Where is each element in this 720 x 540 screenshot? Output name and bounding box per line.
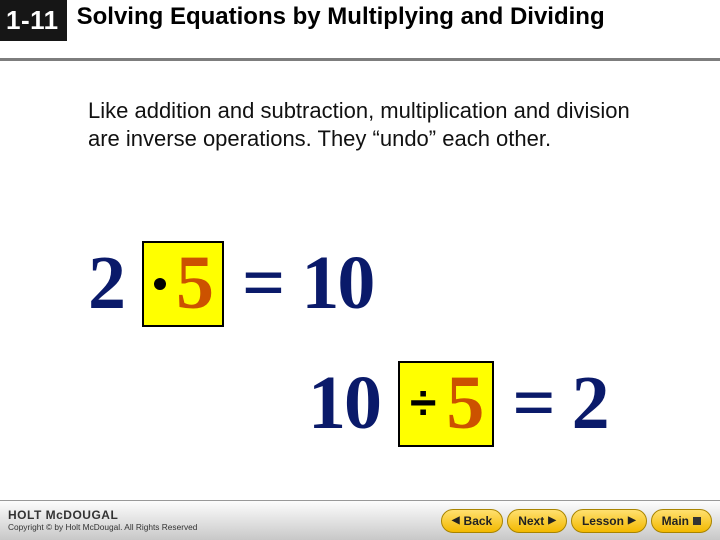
slide-title: Solving Equations by Multiplying and Div… bbox=[67, 0, 720, 34]
next-label: Next bbox=[518, 514, 544, 528]
section-number: 1-11 bbox=[0, 0, 67, 41]
footer-bar: HOLT McDOUGAL Copyright © by Holt McDoug… bbox=[0, 500, 720, 540]
equation-2: 10 ÷ 5 = 2 bbox=[308, 360, 608, 447]
brand-logo-text: HOLT McDOUGAL bbox=[8, 508, 197, 522]
back-button[interactable]: ◀ Back bbox=[441, 509, 503, 533]
divide-icon: ÷ bbox=[410, 376, 436, 431]
body-text: Like addition and subtraction, multiplic… bbox=[0, 61, 720, 152]
footer-left: HOLT McDOUGAL Copyright © by Holt McDoug… bbox=[8, 508, 197, 533]
lesson-button[interactable]: Lesson ▶ bbox=[571, 509, 647, 533]
eq2-rhs: 2 bbox=[572, 360, 608, 447]
paragraph: Like addition and subtraction, multiplic… bbox=[88, 97, 650, 152]
eq2-equals: = bbox=[512, 360, 553, 447]
multiply-dot-icon bbox=[154, 278, 166, 290]
equations-region: 2 5 = 10 10 ÷ 5 = 2 bbox=[88, 240, 373, 327]
eq2-highlight-box: ÷ 5 bbox=[398, 361, 494, 447]
lesson-arrow-icon: ▶ bbox=[628, 515, 636, 526]
slide-root: 1-11 Solving Equations by Multiplying an… bbox=[0, 0, 720, 540]
next-arrow-icon: ▶ bbox=[548, 515, 556, 526]
footer-nav: ◀ Back Next ▶ Lesson ▶ Main bbox=[441, 509, 712, 533]
back-arrow-icon: ◀ bbox=[452, 515, 460, 526]
eq2-lhs-a: 10 bbox=[308, 360, 380, 447]
slide-header: 1-11 Solving Equations by Multiplying an… bbox=[0, 0, 720, 58]
main-button[interactable]: Main bbox=[651, 509, 712, 533]
eq2-lhs-b: 5 bbox=[446, 360, 482, 447]
brand-block: HOLT McDOUGAL Copyright © by Holt McDoug… bbox=[8, 508, 197, 533]
copyright-text: Copyright © by Holt McDougal. All Rights… bbox=[8, 522, 197, 532]
equation-1: 2 5 = 10 bbox=[88, 240, 373, 327]
next-button[interactable]: Next ▶ bbox=[507, 509, 567, 533]
main-label: Main bbox=[662, 514, 689, 528]
lesson-label: Lesson bbox=[582, 514, 624, 528]
eq1-lhs-a: 2 bbox=[88, 240, 124, 327]
eq1-rhs: 10 bbox=[301, 240, 373, 327]
main-stop-icon bbox=[693, 517, 701, 525]
back-label: Back bbox=[464, 514, 493, 528]
eq1-highlight-box: 5 bbox=[142, 241, 224, 327]
eq1-lhs-b: 5 bbox=[176, 240, 212, 327]
eq1-equals: = bbox=[242, 240, 283, 327]
